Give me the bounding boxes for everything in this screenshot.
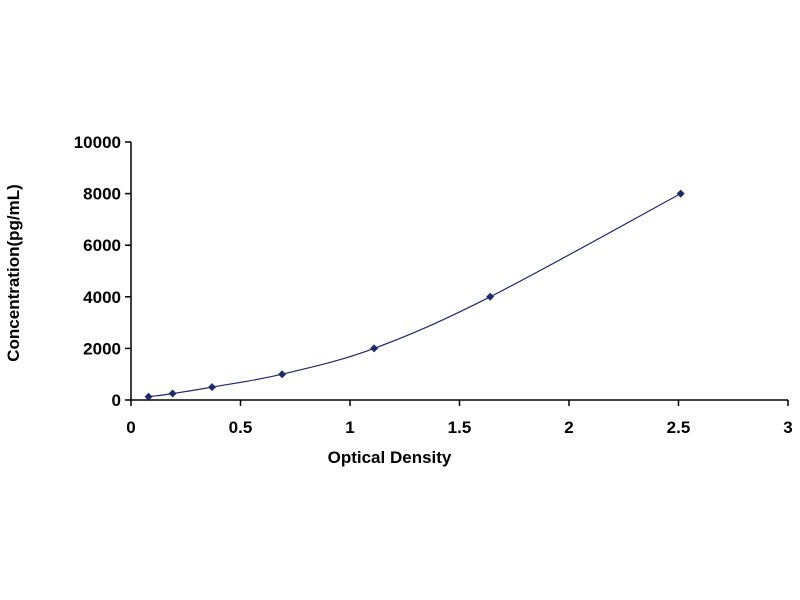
data-point (486, 292, 495, 301)
x-tick-label: 0 (126, 418, 135, 437)
data-point (370, 344, 379, 353)
x-tick-label: 1.5 (448, 418, 472, 437)
data-point (676, 189, 685, 198)
data-point (168, 389, 177, 398)
data-point (144, 392, 153, 401)
y-tick-label: 6000 (83, 236, 121, 255)
y-tick-label: 0 (112, 391, 121, 410)
y-ticks: 0 2000 4000 6000 8000 10000 (74, 133, 131, 410)
x-tick-label: 1 (345, 418, 354, 437)
axes (130, 142, 788, 401)
y-tick-label: 8000 (83, 185, 121, 204)
data-point (208, 383, 217, 392)
data-points (144, 189, 685, 401)
y-tick-label: 10000 (74, 133, 121, 152)
x-tick-label: 3 (783, 418, 792, 437)
x-ticks: 0 0.5 1 1.5 2 2.5 3 (126, 400, 793, 437)
y-tick-label: 2000 (83, 339, 121, 358)
y-tick-label: 4000 (83, 288, 121, 307)
x-tick-label: 2 (564, 418, 573, 437)
x-tick-label: 2.5 (667, 418, 691, 437)
data-point (278, 370, 287, 379)
x-axis-title: Optical Density (328, 448, 452, 467)
y-axis-title: Concentration(pg/mL) (4, 184, 23, 362)
x-tick-label: 0.5 (229, 418, 253, 437)
fit-curve (148, 193, 681, 398)
